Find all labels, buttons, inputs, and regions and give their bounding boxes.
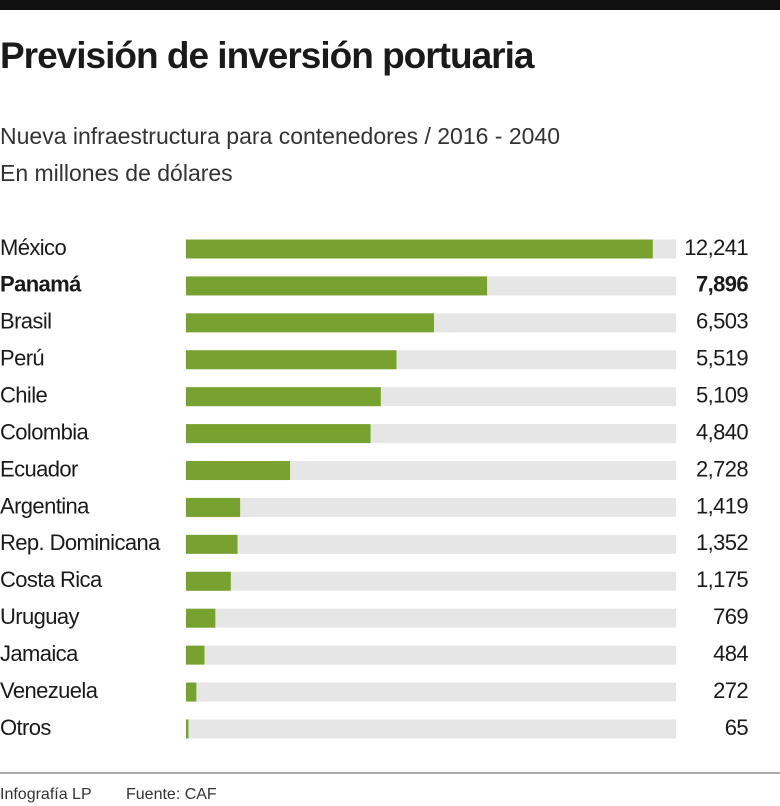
category-label: Rep. Dominicana xyxy=(0,530,161,555)
bar-track xyxy=(186,497,676,517)
category-label: México xyxy=(0,235,66,260)
bar xyxy=(186,313,434,333)
bar-track xyxy=(186,571,676,591)
bar xyxy=(186,571,231,591)
value-label: 1,175 xyxy=(696,567,748,592)
chart-title: Previsión de inversión portuaria xyxy=(0,35,535,76)
top-rule xyxy=(0,0,780,10)
bar-track xyxy=(186,608,676,628)
value-label: 65 xyxy=(725,715,749,740)
bar-track xyxy=(186,645,676,665)
bar xyxy=(186,276,488,296)
bar-track xyxy=(186,461,676,481)
value-label: 12,241 xyxy=(684,235,748,260)
value-label: 769 xyxy=(713,604,748,629)
bar-track xyxy=(186,719,676,739)
category-label: Ecuador xyxy=(0,456,78,481)
value-label: 484 xyxy=(713,641,748,666)
category-label: Uruguay xyxy=(0,604,80,629)
category-label: Costa Rica xyxy=(0,567,103,592)
category-label: Perú xyxy=(0,346,44,371)
bar xyxy=(186,239,653,259)
category-label: Otros xyxy=(0,715,51,740)
value-label: 272 xyxy=(713,678,748,703)
value-label: 6,503 xyxy=(696,309,748,334)
subtitle: Nueva infraestructura para contenedores … xyxy=(0,123,560,149)
bar-track xyxy=(186,534,676,554)
value-label: 2,728 xyxy=(696,456,748,481)
source: Fuente: CAF xyxy=(126,786,217,803)
bar xyxy=(186,534,238,554)
value-label: 1,352 xyxy=(696,530,748,555)
value-label: 1,419 xyxy=(696,493,748,518)
credit: Infografía LP xyxy=(0,786,92,803)
bar xyxy=(186,461,291,481)
value-label: 4,840 xyxy=(696,419,748,444)
category-label: Argentina xyxy=(0,493,90,518)
bar xyxy=(186,719,189,739)
category-label: Venezuela xyxy=(0,678,99,703)
bar xyxy=(186,682,197,702)
value-label: 7,896 xyxy=(696,272,748,297)
subtitle: En millones de dólares xyxy=(0,160,233,186)
category-label: Panamá xyxy=(0,272,82,297)
bar xyxy=(186,387,381,407)
bar-track xyxy=(186,682,676,702)
bar xyxy=(186,608,216,628)
category-label: Chile xyxy=(0,382,47,407)
category-label: Jamaica xyxy=(0,641,79,666)
bar xyxy=(186,645,205,665)
value-label: 5,519 xyxy=(696,346,748,371)
bar xyxy=(186,350,397,370)
value-label: 5,109 xyxy=(696,382,748,407)
bar xyxy=(186,424,371,444)
bar xyxy=(186,497,241,517)
category-label: Colombia xyxy=(0,419,89,444)
category-label: Brasil xyxy=(0,309,51,334)
